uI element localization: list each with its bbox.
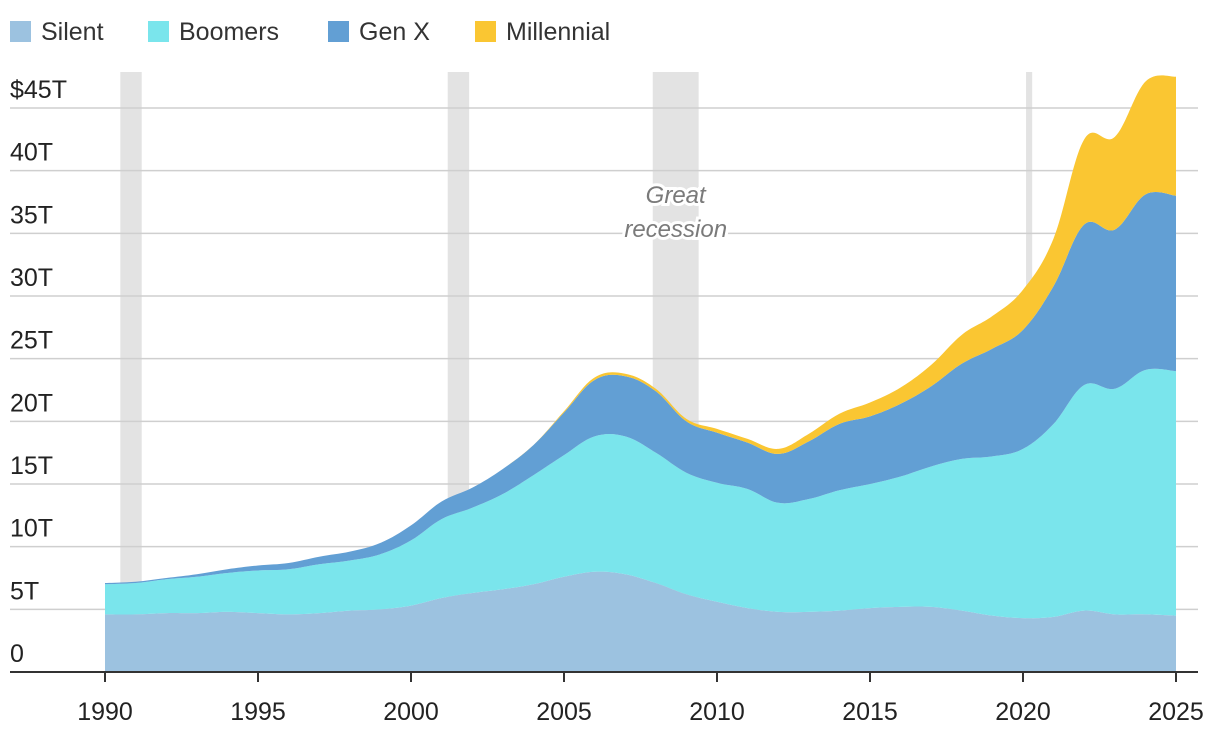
x-tick-label: 2010 (689, 698, 745, 726)
y-tick-label: 30T (10, 264, 53, 292)
y-tick-label: 10T (10, 515, 53, 543)
legend-label: Boomers (179, 18, 279, 46)
recession-band (120, 72, 142, 672)
area-boomers (105, 368, 1176, 619)
legend-item-millennial: Millennial (475, 18, 610, 46)
area-gen-x (105, 192, 1176, 585)
y-tick-label: $45T (10, 76, 67, 104)
axes: 1990 1995 2000 2005 2010 2015 2020 2025 0 5T 10T 15… (10, 76, 1204, 726)
y-tick-label: 15T (10, 452, 53, 480)
y-tick-label: 5T (10, 577, 39, 605)
y-tick-label: 20T (10, 389, 53, 417)
y-tick-label: 0 (10, 640, 24, 668)
x-tick-label: 2015 (842, 698, 898, 726)
legend-swatch (148, 21, 169, 42)
x-tick-label: 2025 (1148, 698, 1204, 726)
x-tick-label: 2020 (995, 698, 1051, 726)
recession-annotation: Great recession (621, 179, 730, 246)
legend-swatch (475, 21, 496, 42)
legend-swatch (328, 21, 349, 42)
x-tick-label: 1990 (77, 698, 133, 726)
legend-label: Millennial (506, 18, 610, 46)
x-tick-label: 1995 (230, 698, 286, 726)
area-silent (105, 571, 1176, 672)
x-tick-label: 2000 (383, 698, 439, 726)
y-tick-label: 40T (10, 139, 53, 167)
legend-item-boomers: Boomers (148, 18, 279, 46)
y-tick-label: 35T (10, 201, 53, 229)
legend: Silent Boomers Gen X Millennial (10, 18, 610, 46)
y-tick-label: 25T (10, 327, 53, 355)
x-tick-label: 2005 (536, 698, 592, 726)
annotation-line: recession (624, 216, 727, 243)
legend-label: Gen X (359, 18, 430, 46)
legend-swatch (10, 21, 31, 42)
annotation-line: Great (646, 182, 707, 209)
stacked-areas (105, 75, 1176, 672)
legend-item-gen-x: Gen X (328, 18, 430, 46)
legend-item-silent: Silent (10, 18, 104, 46)
legend-label: Silent (41, 18, 104, 46)
